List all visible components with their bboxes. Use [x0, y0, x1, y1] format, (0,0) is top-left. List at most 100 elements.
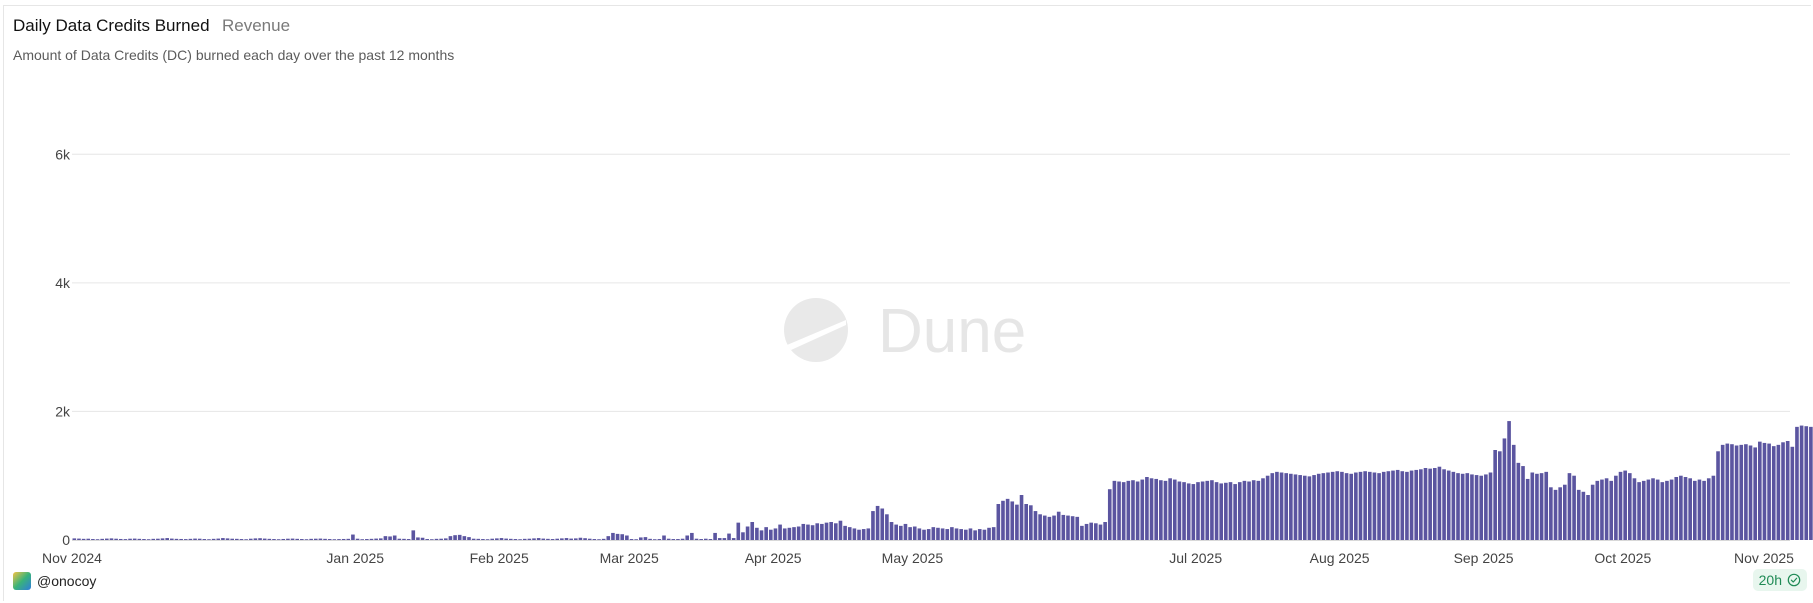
data-bar[interactable] [1275, 471, 1279, 540]
data-bar[interactable] [1219, 483, 1224, 540]
data-bar[interactable] [216, 538, 221, 540]
data-bar[interactable] [634, 539, 638, 540]
data-bar[interactable] [722, 538, 727, 540]
data-bar[interactable] [174, 538, 179, 540]
data-bar[interactable] [903, 523, 908, 540]
data-bar[interactable] [717, 538, 722, 540]
data-bar[interactable] [759, 530, 764, 540]
data-bar[interactable] [1312, 475, 1316, 540]
data-bar[interactable] [1497, 451, 1502, 540]
data-bar[interactable] [142, 539, 146, 540]
data-bar[interactable] [676, 539, 680, 540]
data-bar[interactable] [318, 538, 323, 540]
revenue-tab[interactable]: Revenue [221, 16, 291, 35]
data-bar[interactable] [940, 528, 945, 540]
data-bar[interactable] [987, 527, 991, 540]
data-bar[interactable] [815, 523, 820, 540]
data-bar[interactable] [179, 538, 183, 540]
data-bar[interactable] [495, 538, 499, 540]
data-bar[interactable] [1075, 516, 1080, 540]
data-bar[interactable] [1326, 472, 1330, 541]
data-bar[interactable] [1386, 471, 1391, 540]
data-bar[interactable] [1790, 446, 1795, 540]
data-bar[interactable] [1196, 482, 1200, 540]
data-bar[interactable] [453, 535, 457, 540]
data-bar[interactable] [727, 533, 731, 540]
data-bar[interactable] [1228, 482, 1233, 540]
data-bar[interactable] [1182, 482, 1186, 540]
data-bar[interactable] [1242, 480, 1247, 540]
data-bar[interactable] [1321, 473, 1326, 540]
data-bar[interactable] [481, 539, 485, 540]
data-bar[interactable] [1330, 471, 1335, 540]
data-bar[interactable] [1651, 478, 1655, 540]
data-bar[interactable] [1693, 480, 1697, 540]
data-bar[interactable] [374, 538, 378, 540]
data-bar[interactable] [86, 538, 91, 540]
data-bar[interactable] [1734, 445, 1739, 541]
data-bar[interactable] [996, 504, 1001, 540]
data-bar[interactable] [1739, 444, 1744, 540]
data-bar[interactable] [1340, 471, 1344, 540]
data-bar[interactable] [202, 539, 207, 540]
data-bar[interactable] [123, 539, 128, 540]
data-bar[interactable] [378, 538, 383, 540]
data-bar[interactable] [829, 522, 833, 540]
data-bar[interactable] [443, 538, 448, 540]
data-bar[interactable] [1646, 479, 1651, 540]
data-bar[interactable] [462, 536, 467, 540]
data-bar[interactable] [741, 532, 745, 540]
data-bar[interactable] [1149, 478, 1154, 540]
data-bar[interactable] [239, 539, 244, 540]
data-bar[interactable] [1804, 426, 1809, 540]
data-bar[interactable] [1572, 475, 1576, 540]
data-bar[interactable] [1191, 484, 1196, 540]
data-bar[interactable] [1488, 472, 1493, 541]
data-bar[interactable] [1544, 471, 1549, 540]
data-bar[interactable] [105, 538, 109, 540]
data-bar[interactable] [355, 538, 360, 540]
data-bar[interactable] [1507, 421, 1511, 540]
data-bar[interactable] [611, 532, 615, 540]
data-bar[interactable] [1038, 514, 1042, 540]
data-bar[interactable] [1451, 471, 1456, 540]
data-bar[interactable] [235, 538, 239, 540]
data-bar[interactable] [1730, 444, 1734, 540]
data-bar[interactable] [1168, 478, 1172, 540]
data-bar[interactable] [360, 539, 365, 540]
data-bar[interactable] [592, 539, 597, 540]
data-bar[interactable] [457, 534, 462, 540]
data-bar[interactable] [1641, 480, 1646, 540]
data-bar[interactable] [578, 537, 583, 540]
data-bar[interactable] [1809, 426, 1813, 540]
data-bar[interactable] [652, 539, 657, 540]
data-bar[interactable] [183, 539, 188, 540]
data-bar[interactable] [569, 538, 573, 540]
data-bar[interactable] [230, 538, 234, 540]
data-bar[interactable] [1720, 444, 1725, 540]
data-bar[interactable] [1335, 471, 1340, 540]
data-bar[interactable] [290, 538, 295, 540]
data-bar[interactable] [448, 536, 453, 540]
data-bar[interactable] [597, 539, 601, 540]
data-bar[interactable] [156, 538, 160, 540]
data-bar[interactable] [1015, 504, 1019, 540]
data-bar[interactable] [977, 529, 982, 540]
data-bar[interactable] [300, 539, 304, 540]
data-bar[interactable] [1200, 481, 1205, 541]
data-bar[interactable] [764, 527, 768, 540]
data-bar[interactable] [1126, 480, 1131, 540]
data-bar[interactable] [601, 538, 606, 540]
data-bar[interactable] [1205, 480, 1210, 540]
data-bar[interactable] [1697, 479, 1702, 540]
data-bar[interactable] [1080, 525, 1084, 540]
data-bar[interactable] [272, 539, 276, 540]
data-bar[interactable] [1358, 471, 1363, 540]
data-bar[interactable] [1098, 524, 1103, 540]
data-bar[interactable] [197, 538, 202, 540]
data-bar[interactable] [1767, 443, 1771, 540]
data-bar[interactable] [1344, 473, 1349, 540]
data-bar[interactable] [801, 523, 806, 540]
data-bar[interactable] [968, 528, 973, 540]
data-bar[interactable] [625, 535, 629, 541]
